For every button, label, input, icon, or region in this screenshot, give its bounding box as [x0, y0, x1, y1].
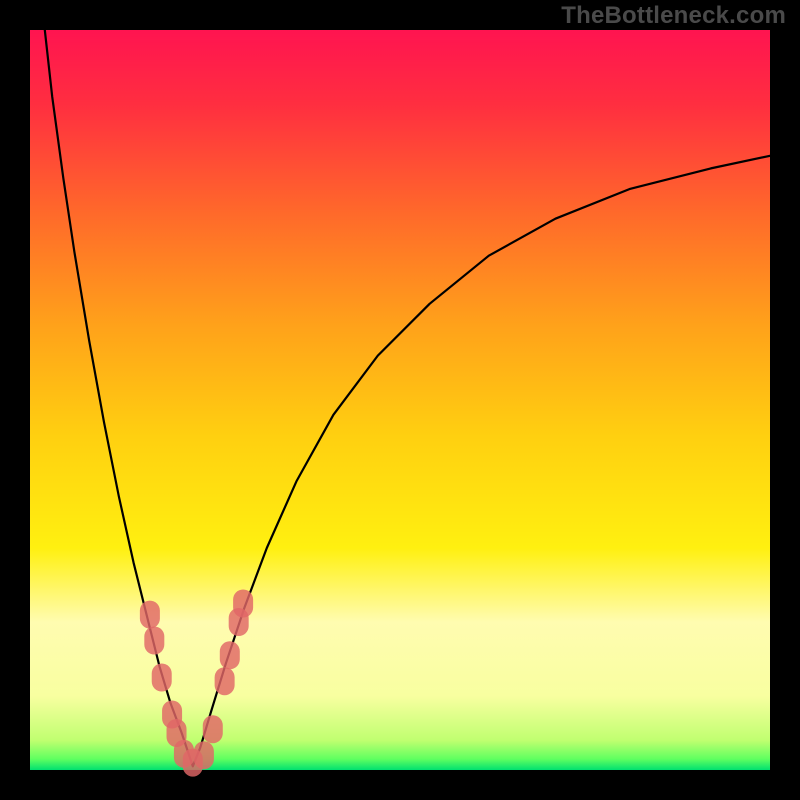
- data-marker: [215, 667, 235, 695]
- data-marker: [233, 590, 253, 618]
- data-marker: [152, 664, 172, 692]
- chart-frame: TheBottleneck.com: [0, 0, 800, 800]
- chart-svg: [0, 0, 800, 800]
- data-marker: [194, 741, 214, 769]
- data-marker: [144, 627, 164, 655]
- data-marker: [140, 601, 160, 629]
- plot-background: [30, 30, 770, 770]
- data-marker: [220, 641, 240, 669]
- watermark-text: TheBottleneck.com: [561, 2, 786, 30]
- data-marker: [203, 715, 223, 743]
